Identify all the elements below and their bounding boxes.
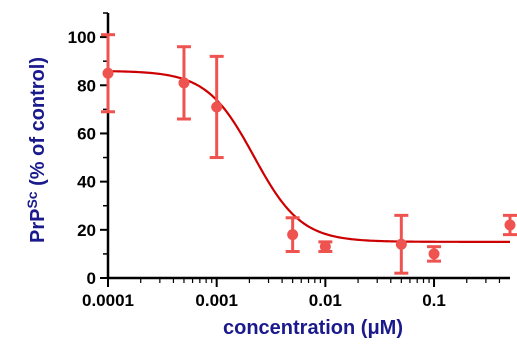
y-axis-label-main: PrP [27, 209, 49, 243]
y-tick-label: 20 [77, 221, 96, 240]
fit-curve-group [107, 70, 510, 243]
x-tick-label: 0.0001 [82, 291, 134, 310]
fit-curve [107, 70, 510, 243]
y-tick-label: 40 [77, 173, 96, 192]
data-point [504, 219, 516, 231]
x-axis-label: concentration (μM) [223, 317, 403, 339]
axes: 0 20 40 60 80 100 0.0001 0.001 0.01 0.1 [68, 12, 510, 310]
data-point [319, 241, 331, 253]
y-tick-label: 60 [77, 124, 96, 143]
y-axis-label-superscript: Sc [24, 191, 40, 208]
y-tick-label: 100 [68, 28, 96, 47]
data-point [102, 67, 114, 79]
x-tick-label: 0.01 [309, 291, 342, 310]
data-point [211, 101, 223, 113]
x-tick-label: 0.001 [195, 291, 238, 310]
y-axis-label: PrPSc (% of control) [24, 57, 49, 243]
data-point [287, 229, 299, 241]
data-points [101, 33, 517, 275]
x-tick-label: 0.1 [422, 291, 446, 310]
y-axis-label-rest: (% of control) [27, 57, 49, 191]
data-point [428, 248, 440, 260]
data-point [178, 77, 190, 89]
y-tick-label: 0 [87, 269, 96, 288]
y-tick-label: 80 [77, 76, 96, 95]
data-point [395, 238, 407, 250]
